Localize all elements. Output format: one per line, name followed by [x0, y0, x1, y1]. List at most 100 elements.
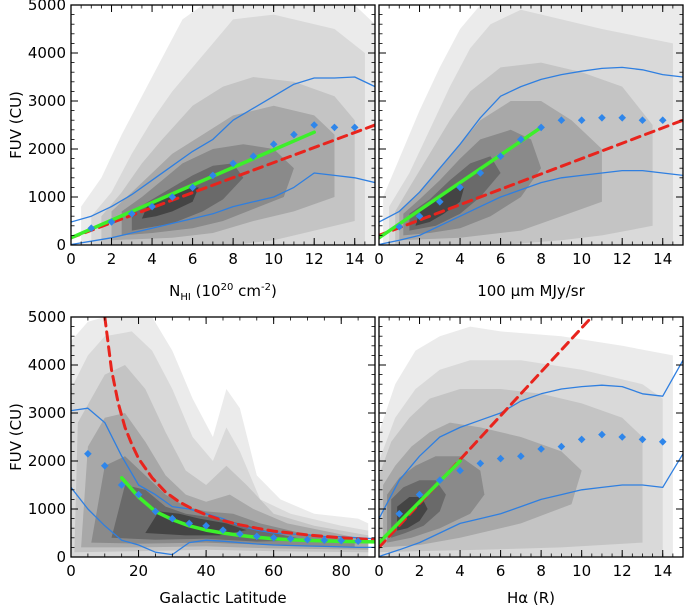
y-axis-label: FUV (CU)	[7, 403, 25, 471]
binned-point	[537, 445, 545, 453]
density-level-7	[397, 497, 428, 531]
x-tick-label: 8	[536, 250, 546, 268]
binned-point	[249, 152, 258, 160]
binned-point	[303, 535, 312, 544]
envelope-lower-line	[71, 172, 375, 245]
x-tick-label: 10	[572, 250, 591, 268]
y-tick-label: 1000	[28, 500, 66, 518]
x-tick-label: 8	[536, 562, 546, 580]
binned-point	[395, 510, 404, 518]
x-tick-label: 80	[332, 562, 351, 580]
ticks: 0 2 4 6 8 10 12 14	[374, 316, 684, 580]
binned-point	[87, 224, 96, 232]
envelope-lower-line	[379, 169, 683, 245]
y-tick-label: 0	[56, 236, 66, 254]
x-tick-label: 2	[415, 562, 425, 580]
y-tick-label: 0	[56, 548, 66, 566]
binned-point	[117, 481, 126, 489]
binned-point	[209, 171, 217, 180]
binned-point	[658, 438, 667, 446]
ticks: 0 2 4 6 8 10 12 14	[374, 4, 684, 268]
curves	[379, 66, 683, 245]
x-tick-label: 6	[188, 250, 198, 268]
model-fit-red-dashed	[103, 317, 375, 542]
binned-point	[84, 450, 92, 458]
linear-fit-green	[379, 125, 543, 240]
binned-points	[84, 450, 362, 545]
x-axis-label-sub: HI	[180, 292, 190, 303]
binned-point	[557, 116, 566, 124]
binned-point	[100, 462, 109, 470]
binned-point	[168, 514, 177, 523]
envelope-upper-line	[379, 66, 683, 223]
y-tick-label: 4000	[28, 44, 66, 62]
x-tick-label: 8	[228, 250, 238, 268]
binned-point	[517, 135, 525, 144]
binned-point	[638, 116, 647, 124]
binned-point	[415, 490, 424, 499]
linear-fit-green	[119, 476, 375, 544]
x-tick-label: 12	[613, 562, 632, 580]
density-contours	[379, 326, 673, 557]
x-tick-label: 14	[653, 250, 672, 268]
binned-point	[128, 210, 136, 218]
binned-point	[557, 442, 566, 451]
x-axis-label: 100 μm MJy/sr	[477, 282, 585, 300]
envelope-upper-line	[71, 76, 375, 223]
binned-point	[168, 193, 177, 201]
binned-point	[290, 130, 298, 139]
x-axis-label: NHI (1020 cm-2)	[169, 282, 277, 303]
binned-point	[269, 534, 278, 542]
linear-fit-green	[379, 459, 462, 545]
x-tick-label: 12	[613, 250, 632, 268]
binned-point	[395, 222, 404, 231]
y-tick-label: 5000	[28, 308, 66, 326]
x-tick-label: 10	[264, 250, 283, 268]
x-tick-label: 12	[305, 250, 324, 268]
x-tick-label: 4	[147, 250, 157, 268]
y-tick-label: 4000	[28, 356, 66, 374]
x-tick-label: 0	[66, 562, 76, 580]
x-tick-label: 0	[374, 562, 384, 580]
binned-point	[202, 522, 210, 530]
y-tick-label: 3000	[28, 92, 66, 110]
binned-point	[320, 536, 329, 544]
y-tick-label: 2000	[28, 452, 66, 470]
binned-points	[87, 121, 359, 232]
x-tick-label: 2	[107, 250, 117, 268]
binned-point	[476, 459, 485, 468]
binned-point	[188, 183, 197, 192]
envelope-upper-line	[71, 407, 375, 540]
binned-point	[577, 116, 586, 124]
x-tick-label: 4	[455, 562, 465, 580]
model-fit-red-dashed	[71, 123, 375, 240]
binned-point	[310, 121, 318, 129]
x-tick-label: 14	[653, 562, 672, 580]
binned-point	[496, 454, 505, 463]
ticks: 0 2 4 6 8 10 12 14 0 1000 2000 3000 4000 5000	[28, 0, 376, 268]
binned-point	[269, 140, 278, 148]
binned-point	[436, 198, 444, 206]
binned-point	[330, 123, 339, 132]
panel-nhi: 0 2 4 6 8 10 12 14 0 1000 2000 3000 4000 5000 FUV (CU…	[7, 0, 376, 303]
x-tick-label: 4	[455, 250, 465, 268]
y-tick-label: 3000	[28, 404, 66, 422]
binned-point	[658, 116, 667, 124]
curves	[71, 317, 375, 556]
x-axis-label-sup2: -2	[261, 282, 271, 293]
binned-point	[337, 536, 346, 545]
binned-point	[476, 169, 485, 177]
x-axis-label: Galactic Latitude	[159, 589, 286, 607]
binned-point	[219, 526, 227, 534]
envelope-upper-line	[379, 359, 683, 520]
binned-points	[395, 430, 667, 518]
panel-100um: 0 2 4 6 8 10 12 14 100 μm MJy/sr	[374, 4, 684, 300]
binned-point	[537, 123, 545, 132]
y-tick-label: 2000	[28, 140, 66, 158]
binned-point	[456, 466, 464, 475]
binned-point	[415, 212, 424, 220]
x-tick-label: 0	[374, 250, 384, 268]
binned-point	[286, 534, 295, 543]
